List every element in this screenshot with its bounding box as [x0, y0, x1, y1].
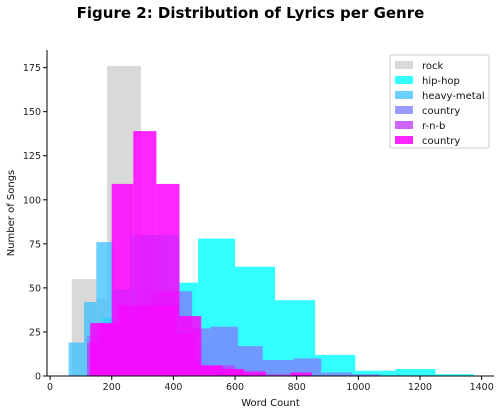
- bar-country-3-6: [262, 360, 294, 376]
- bar-country-5-7: [244, 372, 266, 376]
- legend-swatch-2: [395, 91, 413, 99]
- legend-label-3: country: [422, 106, 460, 117]
- bar-country-5-3: [156, 183, 180, 376]
- y-tick-label: 150: [23, 107, 41, 118]
- bar-country-3-8: [321, 372, 353, 376]
- bar-country-3-9: [352, 374, 380, 376]
- x-tick-label: 0: [47, 382, 53, 393]
- bar-heavy-metal-2-0: [68, 342, 84, 376]
- bar-country-5-2: [133, 131, 157, 376]
- y-tick-label: 75: [29, 239, 41, 250]
- legend: rock hip-hop heavy-metal country r-n-b countr…: [389, 54, 490, 149]
- bar-hip-hop-1-8: [315, 354, 356, 376]
- legend-label-5: country: [422, 136, 460, 147]
- y-tick-label: 125: [23, 151, 41, 162]
- x-axis-label: Word Count: [241, 398, 300, 409]
- axes: [46, 50, 494, 377]
- x-tick-label: 1400: [470, 382, 494, 393]
- legend-swatch-1: [395, 76, 413, 84]
- y-tick-label: 0: [35, 372, 41, 383]
- bar-r-n-b-4-6: [265, 374, 303, 376]
- x-tick-label: 1000: [346, 382, 370, 393]
- x-tick-label: 400: [164, 382, 182, 393]
- legend-box: [389, 54, 490, 149]
- y-tick-label: 100: [23, 195, 41, 206]
- bar-hip-hop-1-10: [395, 369, 436, 376]
- bar-country-5-8: [290, 372, 313, 376]
- bar-hip-hop-1-11: [435, 374, 474, 376]
- bar-hip-hop-1-9: [355, 370, 396, 376]
- bar-country-5-5: [201, 365, 223, 376]
- y-axis-label: Number of Songs: [6, 170, 17, 257]
- x-tick-label: 1200: [408, 382, 432, 393]
- legend-swatch-4: [395, 121, 413, 129]
- bar-country-5-4: [179, 316, 202, 376]
- ticks: 0 200 400 600 800 1000 1200 1400 0 25 50 75 100 125 15…: [23, 63, 494, 393]
- chart-title: Figure 2: Distribution of Lyrics per Gen…: [76, 4, 425, 22]
- x-tick-label: 200: [103, 382, 121, 393]
- histogram-bars: [68, 65, 474, 377]
- x-tick-label: 800: [288, 382, 306, 393]
- legend-swatch-3: [395, 106, 413, 114]
- legend-swatch-0: [395, 61, 413, 69]
- bar-country-3-7: [293, 358, 322, 376]
- y-tick-label: 50: [29, 283, 41, 294]
- y-tick-label: 175: [23, 63, 41, 74]
- y-tick-label: 25: [29, 327, 41, 338]
- legend-label-4: r-n-b: [422, 121, 445, 132]
- legend-label-1: hip-hop: [422, 76, 460, 87]
- x-tick-label: 600: [226, 382, 244, 393]
- bar-country-5-0: [90, 323, 112, 376]
- legend-swatch-5: [395, 136, 413, 144]
- legend-label-2: heavy-metal: [422, 91, 485, 102]
- bar-country-5-1: [111, 183, 134, 376]
- legend-label-0: rock: [422, 61, 444, 72]
- bar-country-5-6: [222, 369, 245, 376]
